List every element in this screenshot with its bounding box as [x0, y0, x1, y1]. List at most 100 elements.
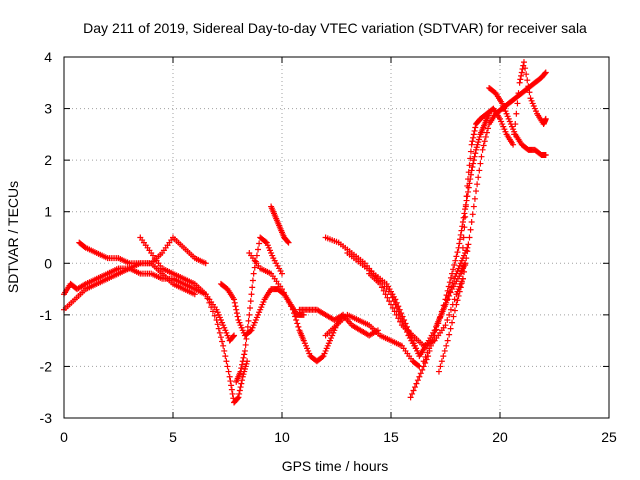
series-track-14 [407, 244, 471, 401]
data-point [481, 138, 488, 145]
x-tick-label: 0 [60, 429, 68, 445]
data-point [472, 150, 479, 157]
data-point [474, 181, 481, 188]
data-point [384, 294, 391, 301]
y-tick-label: -1 [40, 307, 53, 323]
data-point [288, 303, 295, 310]
data-point [462, 262, 469, 269]
data-point [262, 238, 269, 245]
data-point [424, 349, 431, 356]
data-point [451, 307, 458, 314]
data-point [411, 384, 418, 391]
data-point [289, 306, 296, 313]
data-point [417, 370, 424, 377]
data-point [395, 315, 402, 322]
data-point [438, 358, 445, 365]
data-point [386, 298, 393, 305]
data-point [426, 345, 433, 352]
data-point [444, 317, 451, 324]
data-point [467, 226, 474, 233]
data-point [211, 312, 218, 319]
data-point [284, 238, 291, 245]
data-point [226, 373, 233, 380]
data-point [445, 283, 452, 290]
data-point [202, 260, 209, 267]
data-point [231, 296, 238, 303]
data-point [399, 313, 406, 320]
data-point [446, 311, 453, 318]
data-point [514, 100, 521, 107]
data-point [228, 386, 235, 393]
data-point [427, 341, 434, 348]
data-point [526, 89, 533, 96]
data-point [449, 270, 456, 277]
data-point [233, 310, 240, 317]
data-point [391, 308, 398, 315]
data-point [213, 317, 220, 324]
data-point [204, 295, 211, 302]
data-point [401, 317, 408, 324]
data-point [222, 353, 229, 360]
data-point [542, 115, 549, 122]
data-point [455, 292, 462, 299]
data-point [286, 299, 293, 306]
data-point [464, 248, 471, 255]
data-point [524, 77, 531, 84]
data-point [242, 341, 249, 348]
data-point [241, 347, 248, 354]
grid-lines [64, 57, 609, 418]
data-point [244, 329, 251, 336]
data-point [449, 319, 456, 326]
data-point [433, 326, 440, 333]
data-point [237, 384, 244, 391]
data-point [235, 394, 242, 401]
data-point [429, 336, 436, 343]
data-point [419, 366, 426, 373]
data-point [516, 79, 523, 86]
data-point [231, 332, 238, 339]
data-point [432, 327, 439, 334]
data-point [469, 211, 476, 218]
data-point [542, 151, 549, 158]
data-point [279, 270, 285, 277]
data-point [442, 322, 449, 329]
data-point [232, 303, 239, 310]
data-point [472, 124, 479, 131]
data-point [465, 176, 472, 183]
data-point [247, 304, 254, 311]
data-point [459, 244, 466, 251]
data-point [463, 255, 470, 262]
data-point [461, 210, 468, 217]
data-point [453, 253, 460, 260]
data-point [542, 69, 549, 76]
data-point [249, 277, 256, 284]
data-point [446, 279, 453, 286]
data-point [247, 328, 254, 335]
data-point [295, 323, 302, 330]
data-point [460, 214, 467, 221]
data-point [284, 296, 291, 303]
data-point [451, 296, 458, 303]
data-point [223, 358, 230, 365]
data-point [282, 292, 289, 299]
data-point [470, 134, 477, 141]
data-point [452, 257, 459, 264]
data-point [414, 377, 421, 384]
data-point [442, 296, 449, 303]
data-point [470, 157, 477, 164]
data-point [422, 353, 429, 360]
y-tick-label: -3 [40, 410, 53, 426]
data-point [247, 298, 254, 305]
data-point [461, 268, 468, 275]
data-point [523, 71, 530, 78]
plot-frame [63, 56, 610, 419]
data-point [462, 213, 469, 220]
data-point [228, 382, 235, 389]
series-track-12 [344, 249, 469, 360]
data-point [440, 353, 447, 360]
data-point [416, 373, 423, 380]
data-point [525, 83, 532, 90]
data-point [473, 188, 480, 195]
data-point [280, 289, 287, 296]
data-point [471, 127, 478, 134]
